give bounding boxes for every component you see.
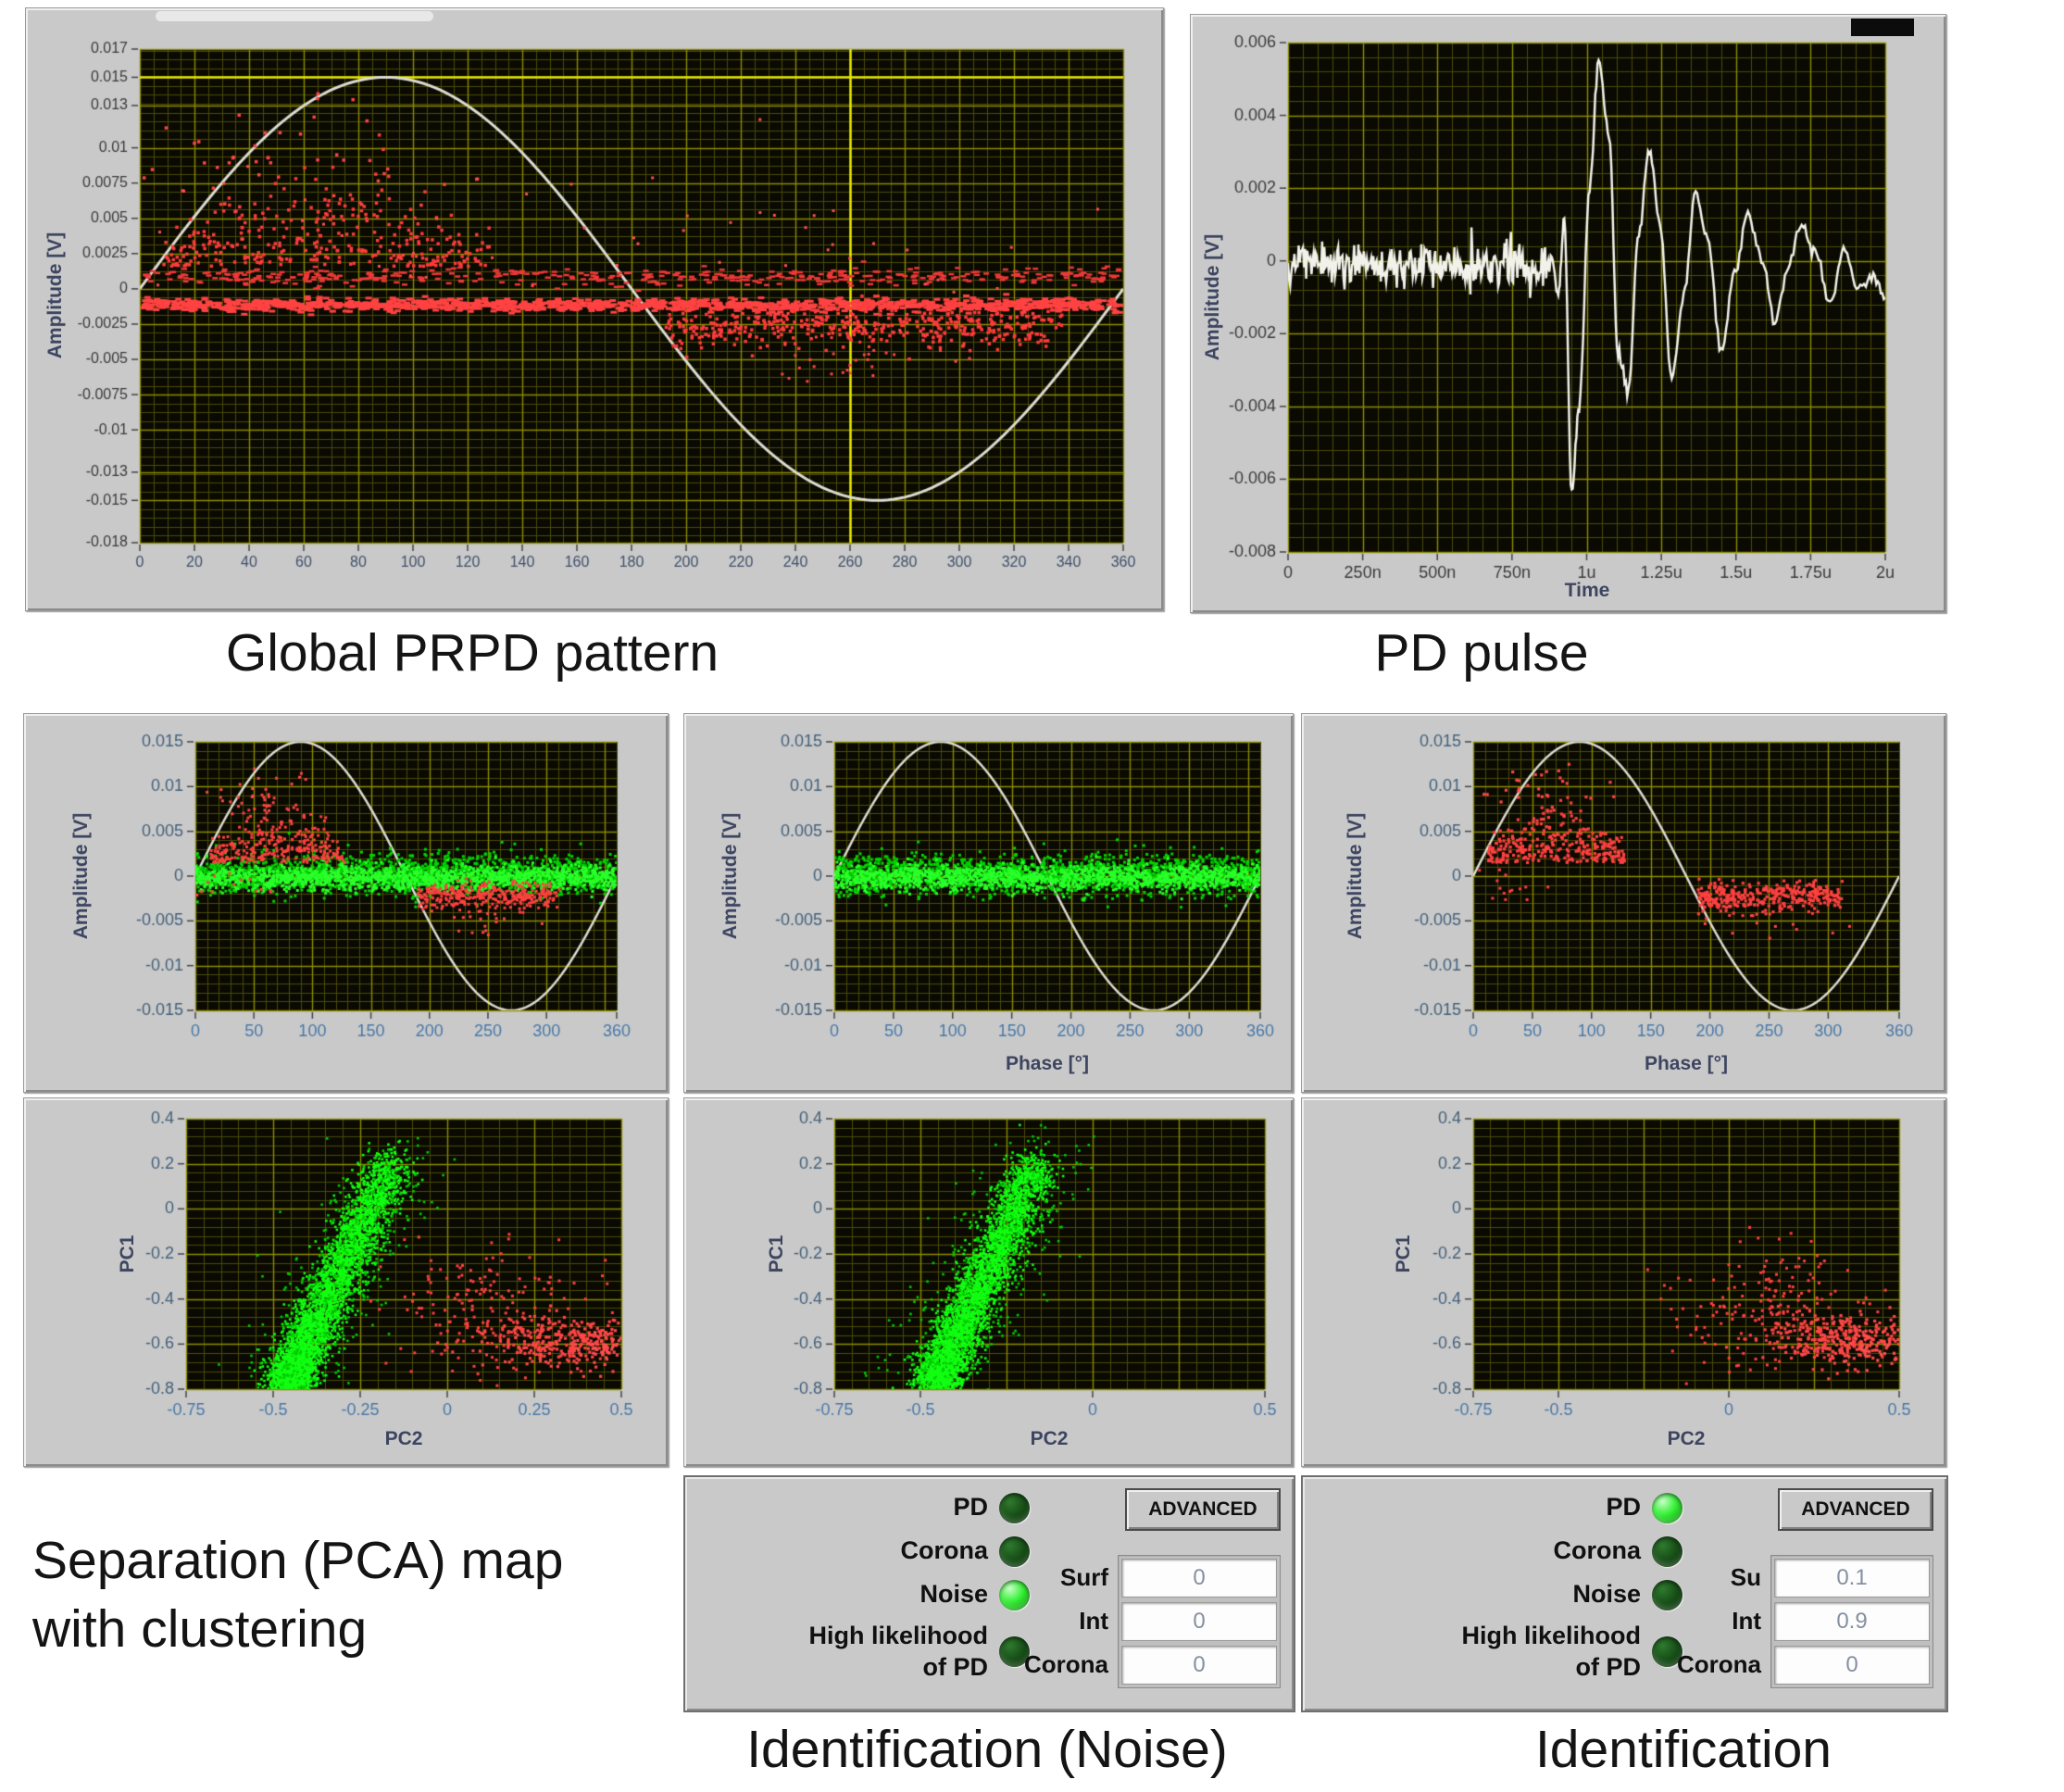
caption-identification-internal: Identification (90% internal) xyxy=(1520,1720,1848,1792)
pca-panel-left: PC1 PC2 xyxy=(23,1097,669,1467)
identification-panel-noise: PD Corona Noise High likelihood of PD AD… xyxy=(683,1475,1295,1712)
y-axis-label: Amplitude [V] xyxy=(70,812,92,940)
advanced-button[interactable]: ADVANCED xyxy=(1778,1488,1933,1531)
corona-led-indicator xyxy=(999,1535,1030,1567)
sep-prpd-panel-right: Amplitude [V] Phase [°] xyxy=(1301,713,1946,1093)
pca-chart-mid xyxy=(684,1098,1293,1466)
int-field-label: Int xyxy=(1079,1607,1108,1635)
surf-field[interactable]: 0 xyxy=(1121,1559,1277,1598)
pd-led-label: PD xyxy=(953,1493,988,1522)
noise-led-indicator xyxy=(999,1579,1030,1610)
corona-field[interactable]: 0 xyxy=(1774,1646,1930,1685)
y-axis-label: PC1 xyxy=(1393,1234,1414,1273)
probability-fields: Su 0.1 Int 0.9 Corona 0 xyxy=(1677,1555,1933,1688)
int-field[interactable]: 0.9 xyxy=(1774,1602,1930,1641)
led-column: PD Corona Noise High likelihood of PD xyxy=(1303,1490,1682,1692)
x-axis-label: Phase [°] xyxy=(1005,1053,1090,1074)
corona-led-label: Corona xyxy=(900,1536,989,1565)
identification-panel-internal: PD Corona Noise High likelihood of PD AD… xyxy=(1301,1475,1948,1712)
corona-field-label: Corona xyxy=(1677,1650,1761,1678)
y-axis-label: Amplitude [V] xyxy=(719,812,741,940)
pd-pulse-chart xyxy=(1191,15,1945,612)
sep-prpd-chart-left xyxy=(24,714,668,1092)
advanced-button[interactable]: ADVANCED xyxy=(1125,1488,1281,1531)
y-axis-label: PC1 xyxy=(766,1234,787,1273)
led-column: PD Corona Noise High likelihood of PD xyxy=(685,1490,1030,1692)
corona-field-label: Corona xyxy=(1024,1650,1108,1678)
int-field[interactable]: 0 xyxy=(1121,1602,1277,1641)
pca-panel-mid: PC1 PC2 xyxy=(683,1097,1294,1467)
noise-led-label: Noise xyxy=(1572,1580,1641,1609)
su-field[interactable]: 0.1 xyxy=(1774,1559,1930,1598)
pd-pulse-panel: Amplitude [V] Time xyxy=(1190,14,1946,613)
x-axis-label: PC2 xyxy=(1030,1428,1069,1449)
x-axis-label: PC2 xyxy=(384,1428,423,1449)
caption-identification-noise: Identification (Noise) xyxy=(746,1720,1228,1779)
y-axis-label: Amplitude [V] xyxy=(44,232,66,359)
y-axis-label: Amplitude [V] xyxy=(1345,812,1366,940)
caption-separation: Separation (PCA) map with clustering xyxy=(32,1531,564,1660)
su-field-label: Su xyxy=(1730,1563,1761,1591)
global-prpd-panel: Amplitude [V] xyxy=(25,7,1164,611)
high-likelihood-led-label: High likelihood of PD xyxy=(808,1622,989,1681)
x-axis-label: PC2 xyxy=(1667,1428,1706,1449)
int-field-label: Int xyxy=(1732,1607,1761,1635)
high-likelihood-led-indicator xyxy=(999,1636,1030,1668)
sep-prpd-chart-right xyxy=(1302,714,1945,1092)
pd-led-indicator xyxy=(999,1492,1030,1523)
sep-prpd-chart-mid xyxy=(684,714,1293,1092)
y-axis-label: Amplitude [V] xyxy=(1202,233,1223,361)
probability-fields: Surf 0 Int 0 Corona 0 xyxy=(1024,1555,1281,1688)
sep-prpd-panel-left: Amplitude [V] xyxy=(23,713,669,1093)
high-likelihood-led-label: High likelihood of PD xyxy=(1461,1622,1642,1681)
pd-led-indicator xyxy=(1652,1492,1682,1523)
global-prpd-chart xyxy=(26,8,1163,610)
pd-led-label: PD xyxy=(1606,1493,1641,1522)
noise-led-indicator xyxy=(1652,1579,1682,1610)
corona-led-indicator xyxy=(1652,1535,1682,1567)
pca-panel-right: PC1 PC2 xyxy=(1301,1097,1946,1467)
pca-chart-right xyxy=(1302,1098,1945,1466)
sep-prpd-panel-mid: Amplitude [V] Phase [°] xyxy=(683,713,1294,1093)
y-axis-label: PC1 xyxy=(117,1234,138,1273)
caption-pd-pulse: PD pulse xyxy=(1374,623,1589,683)
pca-chart-left xyxy=(24,1098,668,1466)
corona-field[interactable]: 0 xyxy=(1121,1646,1277,1685)
high-likelihood-led-indicator xyxy=(1652,1636,1682,1668)
caption-global-prpd: Global PRPD pattern xyxy=(225,623,719,683)
x-axis-label: Time xyxy=(1564,580,1610,601)
corona-led-label: Corona xyxy=(1553,1536,1642,1565)
x-axis-label: Phase [°] xyxy=(1644,1053,1729,1074)
surf-field-label: Surf xyxy=(1060,1563,1108,1591)
noise-led-label: Noise xyxy=(919,1580,988,1609)
